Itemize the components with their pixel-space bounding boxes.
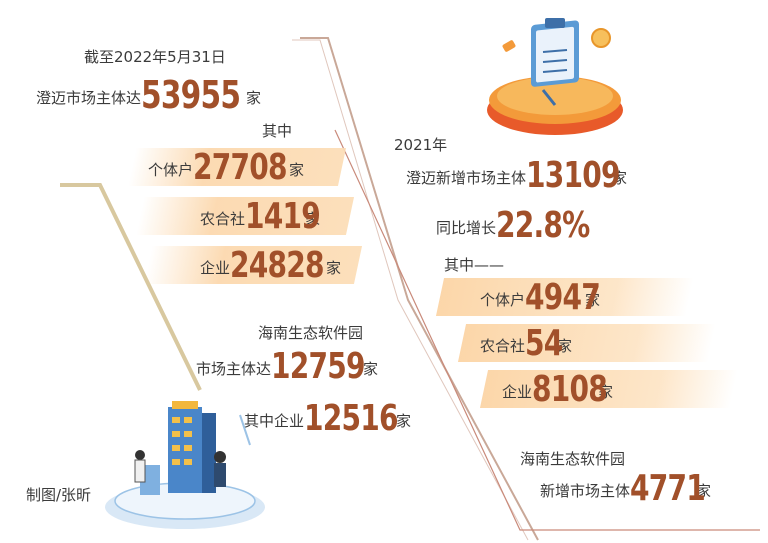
right-item-1-value: 4947 — [525, 277, 601, 318]
left-park-total: 市场主体达 12759 家 — [196, 345, 378, 385]
new-row: 澄迈新增市场主体 13109 家 — [406, 154, 627, 194]
left-park-total-label: 市场主体达 — [196, 360, 272, 378]
new-label: 澄迈新增市场主体 — [406, 169, 527, 187]
year-text: 2021年 — [394, 136, 448, 154]
right-item-3-label: 企业 — [502, 383, 533, 401]
left-park-ent-value: 12516 — [304, 398, 399, 439]
credit: 制图/张昕 — [26, 484, 91, 505]
growth-label: 同比增长 — [436, 219, 497, 237]
right-item-2-label: 农合社 — [480, 337, 526, 355]
date-line: 截至2022年5月31日 — [84, 46, 226, 67]
right-park-name: 海南生态软件园 — [520, 448, 625, 469]
credit-text: 制图/张昕 — [26, 486, 92, 504]
left-park-ent-unit: 家 — [396, 412, 412, 430]
right-item-3: 企业 8108 家 — [502, 368, 613, 408]
growth-row: 同比增长 22.8% — [436, 204, 616, 244]
total-value: 53955 — [141, 73, 241, 117]
new-unit: 家 — [612, 169, 628, 187]
right-item-2-value: 54 — [525, 323, 563, 364]
right-park-new-label: 新增市场主体 — [540, 482, 631, 500]
right-item-1: 个体户 4947 家 — [480, 276, 601, 318]
left-item-1-label: 个体户 — [148, 161, 194, 179]
right-park-new-unit: 家 — [696, 482, 712, 500]
left-item-2-value: 1419 — [245, 196, 321, 237]
left-park-total-value: 12759 — [271, 346, 366, 387]
right-item-1-unit: 家 — [585, 291, 601, 309]
left-item-3-unit: 家 — [326, 259, 342, 277]
left-item-2: 农合社 1419 家 — [200, 195, 321, 237]
right-park-new: 新增市场主体 4771 家 — [540, 467, 711, 507]
left-item-1-value: 27708 — [193, 147, 288, 188]
right-item-3-value: 8108 — [532, 369, 608, 410]
left-item-2-unit: 家 — [305, 210, 321, 228]
total-unit: 家 — [246, 89, 262, 107]
left-item-3-value: 24828 — [230, 245, 325, 286]
right-item-2-unit: 家 — [557, 337, 573, 355]
building-illustration — [105, 401, 265, 529]
left-subtitle: 其中 — [262, 120, 292, 141]
right-item-2: 农合社 54 家 — [480, 322, 572, 362]
left-item-1: 个体户 27708 家 — [148, 146, 304, 186]
growth-value: 22.8% — [496, 205, 590, 246]
left-park-name: 海南生态软件园 — [258, 322, 363, 343]
total-row: 澄迈市场主体达 53955 家 — [36, 72, 261, 114]
date-text: 截至2022年5月31日 — [84, 48, 226, 66]
right-item-3-unit: 家 — [598, 383, 614, 401]
left-item-3-label: 企业 — [200, 259, 231, 277]
right-subtitle: 其中—— — [444, 254, 504, 275]
clipboard-illustration — [487, 18, 623, 135]
left-park-total-unit: 家 — [363, 360, 379, 378]
right-item-1-label: 个体户 — [480, 291, 526, 309]
left-item-3: 企业 24828 家 — [200, 244, 341, 284]
right-park-name-text: 海南生态软件园 — [520, 450, 626, 468]
left-subtitle-text: 其中 — [262, 122, 293, 140]
left-park-ent-label: 其中企业 — [244, 412, 305, 430]
new-value: 13109 — [526, 155, 621, 196]
left-item-1-unit: 家 — [289, 161, 305, 179]
right-park-new-value: 4771 — [630, 468, 706, 509]
right-subtitle-text: 其中—— — [444, 256, 505, 274]
left-item-2-label: 农合社 — [200, 210, 246, 228]
left-park-name-text: 海南生态软件园 — [258, 324, 364, 342]
year-line: 2021年 — [394, 134, 447, 155]
left-park-ent: 其中企业 12516 家 — [244, 397, 411, 437]
total-label: 澄迈市场主体达 — [36, 89, 142, 107]
